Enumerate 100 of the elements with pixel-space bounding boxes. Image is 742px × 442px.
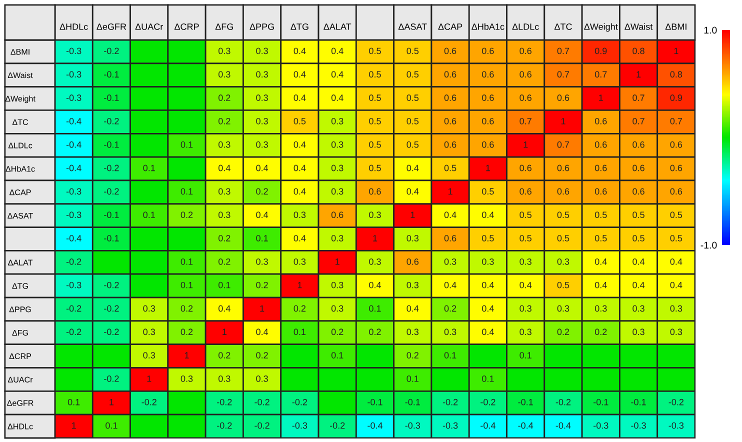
data-label: 0.7 [632,118,644,124]
data-label: 0.6 [557,188,570,195]
data-label: 0.5 [406,71,419,78]
data-label: 0.3 [331,118,344,124]
y-tick-label: ΔFG [12,330,28,336]
data-label: 0.4 [482,212,494,218]
data-label: -0.3 [631,422,646,429]
data-label: 0.5 [369,71,381,78]
data-label: 0.5 [482,235,494,242]
data-label: 0.1 [256,235,268,242]
data-label: 0.6 [444,94,456,101]
data-label: 1 [336,258,340,265]
data-label: 1 [147,376,152,382]
data-label: 0.3 [406,235,419,242]
data-label: -0.3 [66,94,82,101]
data-label: 0.6 [406,258,419,265]
data-label: -0.4 [66,235,82,242]
data-label: 0.6 [632,164,644,172]
data-label: 1 [486,164,490,172]
data-label: 0.3 [557,305,570,312]
y-tick-label: ΔCRP [9,353,32,360]
data-label: 0.6 [632,188,644,195]
data-label: 0.7 [670,118,682,124]
data-label: 0.2 [256,282,268,288]
data-label: 0.4 [294,188,306,195]
data-label: 0.3 [256,141,268,148]
data-label: 0.3 [180,376,193,382]
data-label: 0.3 [670,305,682,312]
data-label: 0.4 [218,305,230,312]
data-label: 0.5 [369,94,381,101]
x-tick-label: ΔHbA1c [472,23,504,30]
data-label: -0.2 [217,398,232,406]
data-label: 0.6 [482,71,494,78]
data-label: 0.6 [557,164,570,172]
data-label: 0.5 [294,118,306,124]
data-label: 0.4 [256,212,268,218]
data-label: 0.1 [180,258,193,265]
data-label: 0.5 [482,188,494,195]
x-tick-label: ΔUACr [135,23,164,30]
color-bar-label: 1.0 [704,26,717,34]
data-label: -0.2 [442,398,458,406]
data-label: 0.4 [294,71,306,78]
data-label: 0.6 [670,188,682,195]
data-label: 0.4 [294,141,306,148]
data-label: 0.1 [444,352,456,358]
data-label: 0.6 [444,235,456,242]
data-label: 1 [410,212,415,218]
data-label: -0.2 [66,305,82,312]
data-label: 0.4 [632,258,645,265]
data-label: 0.3 [482,258,494,265]
data-label: -0.4 [556,422,571,429]
data-label: -0.1 [631,398,646,406]
data-label: 0.5 [594,235,607,242]
data-label: -0.2 [104,188,119,195]
data-label: 0.3 [331,141,344,148]
data-label: 0.3 [256,258,268,265]
data-label: 0.3 [331,188,344,195]
data-label: 0.6 [482,48,494,54]
data-label: 0.5 [406,118,419,124]
data-label: 0.6 [444,48,456,54]
y-tick-label: ΔeGFR [7,400,34,406]
data-label: -0.4 [66,141,82,148]
data-label: 0.4 [482,282,494,288]
data-label: 0.3 [294,212,306,218]
data-label: -0.2 [668,398,684,406]
data-label: -0.1 [594,398,608,406]
data-label: 0.1 [143,212,155,218]
data-label: 0.5 [444,164,456,172]
data-label: 0.4 [520,282,532,288]
data-label: -0.2 [66,328,82,336]
data-label: 0.6 [482,118,494,124]
data-label: -0.2 [104,48,119,54]
data-label: 0.4 [594,258,607,265]
data-label: 0.5 [369,48,381,54]
data-label: -0.3 [442,422,458,429]
data-label: -0.2 [292,398,308,406]
data-label: 0.4 [256,164,268,172]
data-label: 0.3 [218,188,230,195]
data-label: -0.1 [518,398,533,406]
data-label: 0.5 [557,212,570,218]
data-label: 0.1 [143,164,155,172]
data-label: 0.5 [632,235,644,242]
data-label: 0.1 [369,305,381,312]
data-label: 0.3 [594,305,607,312]
data-label: 0.6 [444,118,456,124]
data-label: 0.1 [520,352,532,358]
data-label: 0.6 [594,164,607,172]
data-label: -0.2 [556,398,571,406]
data-label: 0.6 [482,141,494,148]
data-label: 0.1 [406,376,418,382]
data-label: 0.9 [670,94,682,101]
data-label: 0.5 [557,235,570,242]
data-label: -0.1 [405,398,420,406]
data-label: 0.3 [218,71,230,78]
data-label: 0.4 [331,48,344,54]
data-label: 0.4 [218,164,230,172]
data-label: 0.1 [180,141,193,148]
data-label: 0.3 [369,212,381,218]
data-label: 0.4 [256,328,268,336]
data-label: -0.3 [594,422,608,429]
